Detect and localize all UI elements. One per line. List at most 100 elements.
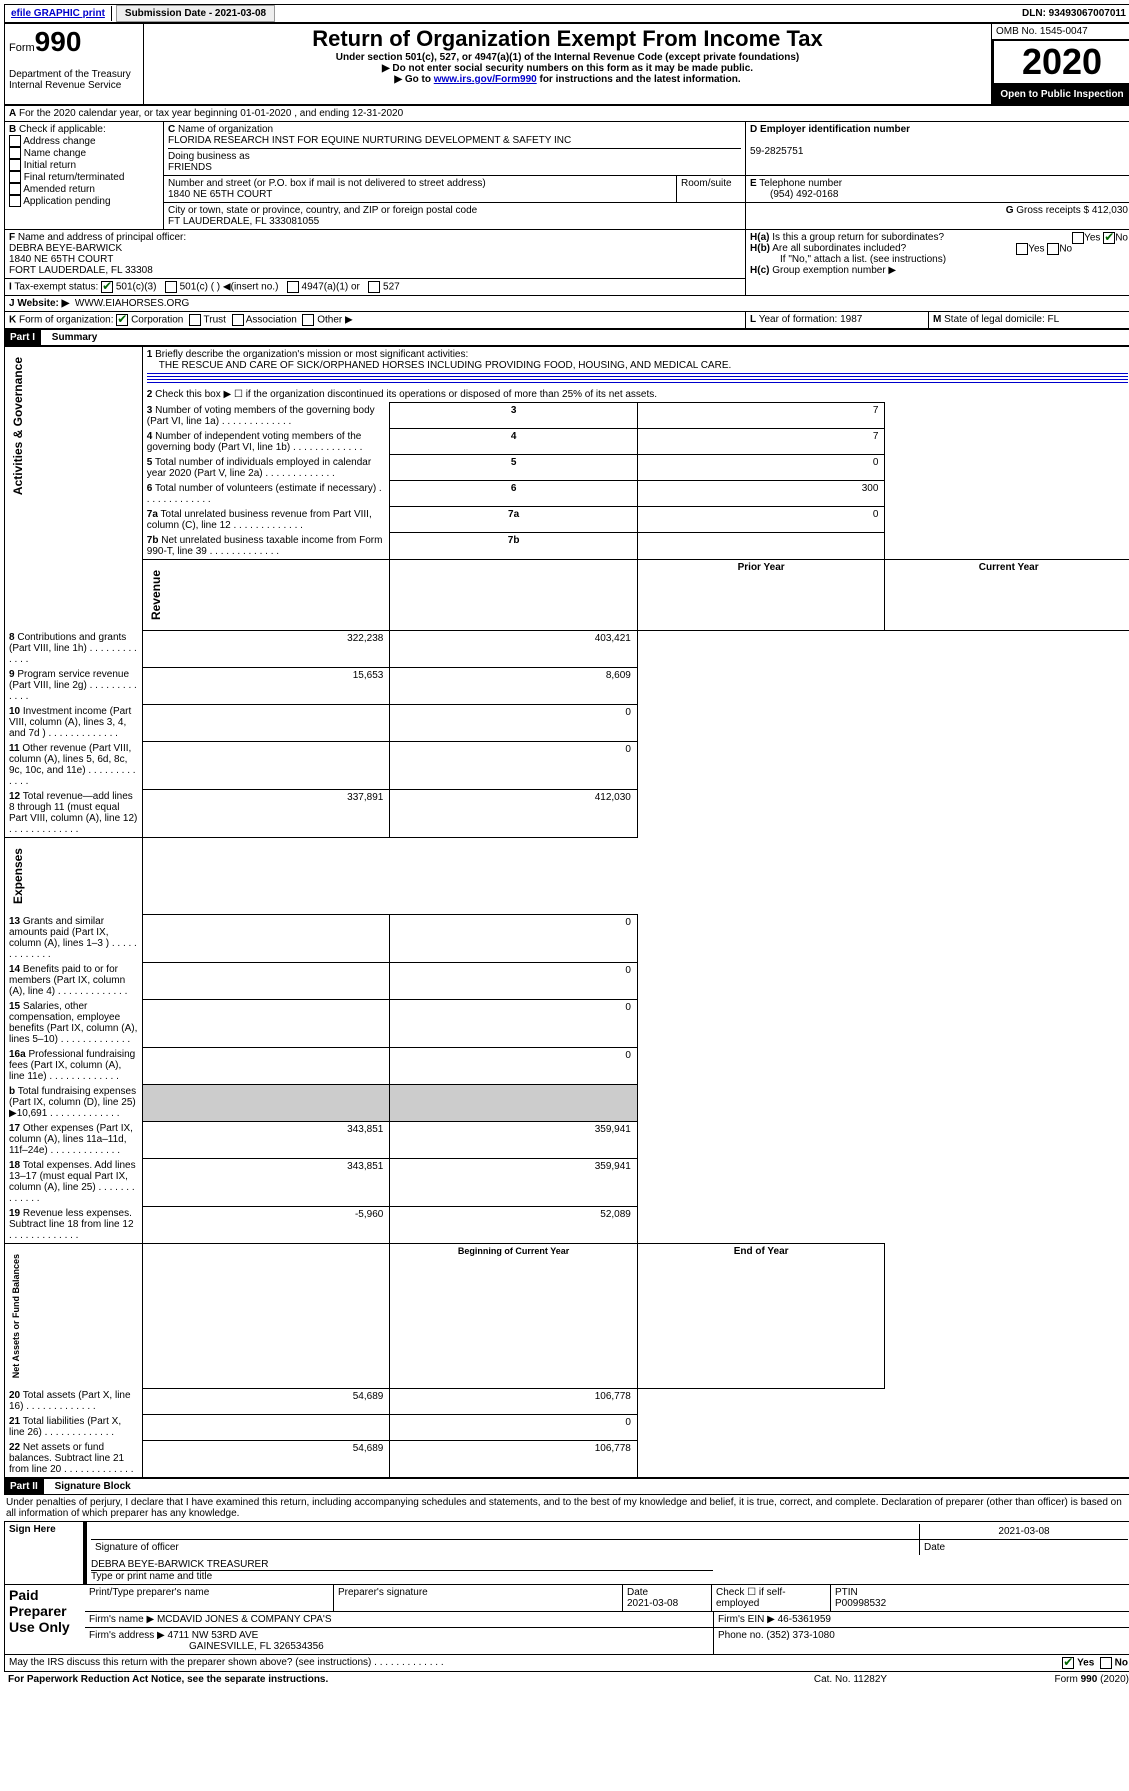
subtitle-3: ▶ Go to www.irs.gov/Form990 for instruct… xyxy=(148,74,987,85)
city-label: City or town, state or province, country… xyxy=(168,205,477,216)
open-public-label: Open to Public Inspection xyxy=(992,85,1129,104)
i-501c3[interactable] xyxy=(101,281,113,293)
website-label: Website: ▶ xyxy=(17,298,69,309)
subtitle-2: ▶ Do not enter social security numbers o… xyxy=(148,63,987,74)
prior-year-header: Prior Year xyxy=(637,559,885,630)
footer-center: Cat. No. 11282Y xyxy=(757,1672,943,1687)
gross-value: 412,030 xyxy=(1092,205,1128,216)
b-opt-1[interactable]: Name change xyxy=(9,148,86,159)
line-a: For the 2020 calendar year, or tax year … xyxy=(19,108,403,119)
officer-addr2: FORT LAUDERDALE, FL 33308 xyxy=(9,265,153,276)
room-label: Room/suite xyxy=(681,178,732,189)
entity-info: A For the 2020 calendar year, or tax yea… xyxy=(4,105,1129,329)
i-527[interactable] xyxy=(368,281,380,293)
omb-label: OMB No. 1545-0047 xyxy=(992,24,1129,39)
officer-name: DEBRA BEYE-BARWICK xyxy=(9,243,122,254)
self-employed-check[interactable]: Check ☐ if self-employed xyxy=(712,1585,831,1611)
website-value: WWW.EIAHORSES.ORG xyxy=(75,298,189,309)
current-year-header: Current Year xyxy=(885,559,1129,630)
ptin-value: P00998532 xyxy=(835,1598,886,1609)
hb-label: Are all subordinates included? xyxy=(772,243,906,254)
officer-name-title: DEBRA BEYE-BARWICK TREASURER xyxy=(91,1559,713,1571)
l1-value: THE RESCUE AND CARE OF SICK/ORPHANED HOR… xyxy=(147,360,732,371)
phone-value: (954) 492-0168 xyxy=(750,189,838,200)
ha-label: Is this a group return for subordinates? xyxy=(772,232,944,243)
part2-header: Part II Signature Block xyxy=(4,1478,1129,1495)
sig-date-label: Date xyxy=(920,1540,1129,1556)
declaration: Under penalties of perjury, I declare th… xyxy=(4,1495,1129,1521)
prep-sig-label: Preparer's signature xyxy=(338,1587,428,1598)
form-header: Form990 Department of the Treasury Inter… xyxy=(4,23,1129,105)
ein-label: Employer identification number xyxy=(760,124,910,135)
section-governance: Activities & Governance xyxy=(9,349,27,503)
end-year-header: End of Year xyxy=(637,1244,885,1389)
sign-here-label: Sign Here xyxy=(5,1522,86,1585)
k-trust[interactable] xyxy=(189,314,201,326)
prep-name-label: Print/Type preparer's name xyxy=(89,1587,209,1598)
discuss-no[interactable] xyxy=(1100,1657,1112,1669)
section-expenses: Expenses xyxy=(9,840,27,912)
ha-yes[interactable] xyxy=(1072,232,1084,244)
l-label: Year of formation: xyxy=(759,314,838,325)
dba-value: FRIENDS xyxy=(168,162,212,173)
k-corp[interactable] xyxy=(116,314,128,326)
ha-no[interactable] xyxy=(1103,232,1115,244)
m-label: State of legal domicile: xyxy=(944,314,1045,325)
tax-year: 2020 xyxy=(992,39,1129,85)
sig-date-value: 2021-03-08 xyxy=(920,1524,1129,1540)
l-value: 1987 xyxy=(840,314,862,325)
section-revenue: Revenue xyxy=(147,562,165,628)
form-footer: For Paperwork Reduction Act Notice, see … xyxy=(4,1672,1129,1687)
b-opt-0[interactable]: Address change xyxy=(9,136,96,147)
form-number: Form990 xyxy=(9,26,81,57)
hb-yes[interactable] xyxy=(1016,243,1028,255)
b-opt-2[interactable]: Initial return xyxy=(9,160,76,171)
c-name-label: Name of organization xyxy=(178,124,273,135)
hc-note: If "No," attach a list. (see instruction… xyxy=(750,254,946,265)
firm-addr1: 4711 NW 53RD AVE xyxy=(168,1630,259,1641)
k-label: Form of organization: xyxy=(19,315,114,326)
phone-label: Telephone number xyxy=(759,178,842,189)
subtitle-1: Under section 501(c), 527, or 4947(a)(1)… xyxy=(148,52,987,63)
part1-header: Part I Summary xyxy=(4,329,1129,346)
dba-label: Doing business as xyxy=(168,151,250,162)
hb-no[interactable] xyxy=(1047,243,1059,255)
firm-ein: 46-5361959 xyxy=(778,1614,831,1625)
addr-label: Number and street (or P.O. box if mail i… xyxy=(168,178,486,189)
sig-officer-label: Signature of officer xyxy=(91,1540,920,1556)
b-opt-5[interactable]: Application pending xyxy=(9,196,111,207)
footer-right: Form 990 (2020) xyxy=(944,1672,1129,1687)
k-other[interactable] xyxy=(302,314,314,326)
instructions-link[interactable]: www.irs.gov/Form990 xyxy=(434,74,537,85)
ein-value: 59-2825751 xyxy=(750,146,803,157)
begin-year-header: Beginning of Current Year xyxy=(390,1244,638,1389)
addr-value: 1840 NE 65TH COURT xyxy=(168,189,272,200)
form-title: Return of Organization Exempt From Incom… xyxy=(148,26,987,52)
firm-addr2: GAINESVILLE, FL 326534356 xyxy=(89,1641,324,1652)
top-bar: efile GRAPHIC print Submission Date - 20… xyxy=(4,4,1129,23)
l1-label: Briefly describe the organization's miss… xyxy=(155,349,468,360)
submission-date-btn[interactable]: Submission Date - 2021-03-08 xyxy=(116,5,275,22)
part1-table: Activities & Governance 1 Briefly descri… xyxy=(4,346,1129,1478)
i-501c[interactable] xyxy=(165,281,177,293)
discuss-yes[interactable] xyxy=(1062,1657,1074,1669)
efile-label[interactable]: efile GRAPHIC print xyxy=(5,6,112,21)
signature-block: Sign Here 2021-03-08 Signature of office… xyxy=(4,1521,1129,1672)
k-assoc[interactable] xyxy=(232,314,244,326)
m-value: FL xyxy=(1048,314,1060,325)
section-net: Net Assets or Fund Balances xyxy=(9,1246,23,1386)
prep-date-value: 2021-03-08 xyxy=(627,1598,678,1609)
org-name: FLORIDA RESEARCH INST FOR EQUINE NURTURI… xyxy=(168,135,571,146)
b-opt-3[interactable]: Final return/terminated xyxy=(9,172,124,183)
city-value: FT LAUDERDALE, FL 333081055 xyxy=(168,216,319,227)
officer-addr1: 1840 NE 65TH COURT xyxy=(9,254,113,265)
paid-preparer-label: Paid Preparer Use Only xyxy=(5,1585,86,1655)
irs-label: Internal Revenue Service xyxy=(9,80,121,91)
firm-phone: (352) 373-1080 xyxy=(766,1630,834,1641)
dept-label: Department of the Treasury xyxy=(9,69,131,80)
firm-name: MCDAVID JONES & COMPANY CPA'S xyxy=(157,1614,332,1625)
f-label: Name and address of principal officer: xyxy=(18,232,186,243)
i-4947[interactable] xyxy=(287,281,299,293)
l2-text: Check this box ▶ ☐ if the organization d… xyxy=(155,389,657,400)
b-opt-4[interactable]: Amended return xyxy=(9,184,95,195)
